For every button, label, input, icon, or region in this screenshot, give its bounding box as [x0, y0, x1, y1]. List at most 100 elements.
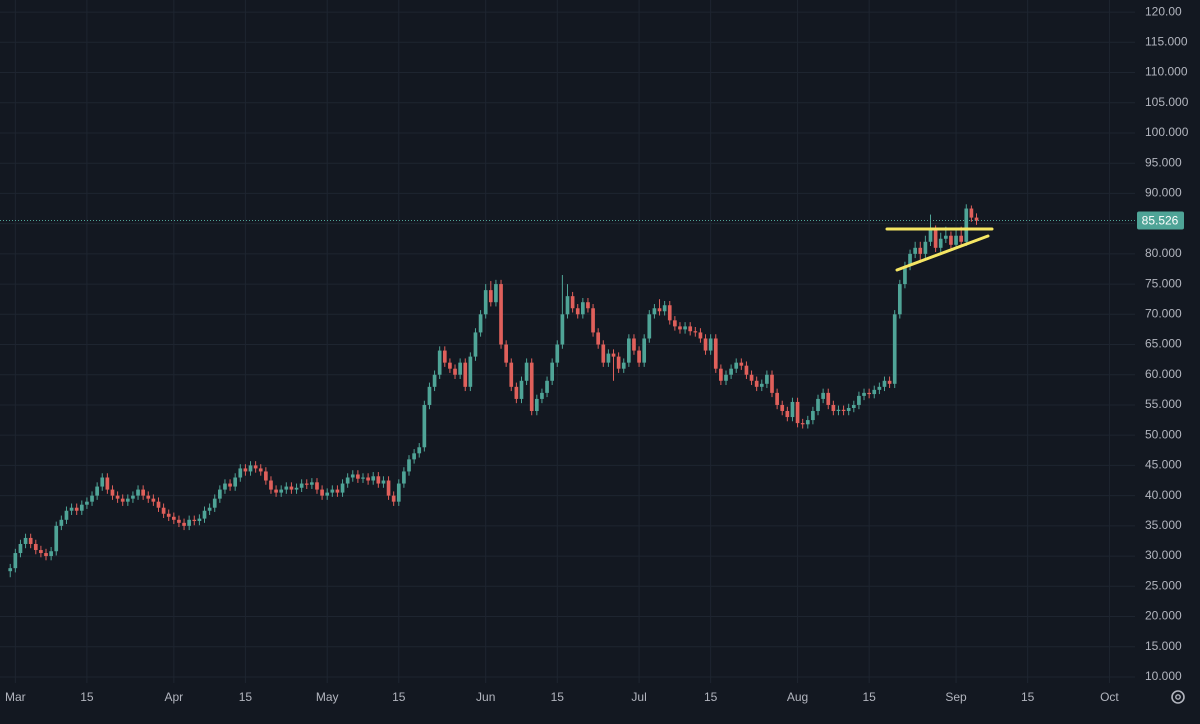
candle-body [386, 480, 391, 496]
candle-body [606, 353, 611, 363]
candle-body [59, 519, 64, 526]
candle-body [795, 401, 800, 424]
candle-body [422, 404, 427, 448]
candle-body [811, 411, 815, 421]
y-tick-label: 115.000 [1145, 34, 1188, 48]
x-tick-label: May [316, 690, 339, 704]
candle-body [13, 553, 18, 569]
candle-body [366, 477, 370, 481]
candle-body [897, 284, 902, 315]
candle-body [136, 489, 140, 496]
candle-body [442, 350, 447, 363]
candle-body [908, 253, 912, 266]
candle-body [775, 392, 779, 405]
y-tick-label: 80.000 [1145, 246, 1182, 260]
candle-body [949, 235, 953, 245]
candle-body [959, 235, 964, 242]
candle-body [228, 483, 232, 487]
candle-body [729, 368, 733, 375]
candle-body [79, 504, 84, 511]
candle-body [463, 362, 468, 387]
candle-body [151, 498, 156, 502]
candle-body [627, 338, 631, 363]
candle-body [611, 353, 616, 357]
candle-body [678, 326, 682, 330]
y-tick-label: 65.000 [1145, 337, 1182, 351]
candle-body [417, 447, 422, 454]
settings-icon[interactable] [1171, 690, 1185, 704]
candle-body [601, 344, 606, 363]
candle-body [744, 365, 749, 375]
candle-body [284, 486, 289, 490]
candle-body [483, 290, 488, 315]
candle-body [49, 551, 53, 557]
candle-body [831, 404, 836, 412]
candle-body [376, 476, 381, 484]
y-tick-label: 35.000 [1145, 518, 1182, 532]
candle-body [315, 482, 319, 490]
candle-body [657, 308, 662, 312]
candle-body [867, 392, 871, 395]
candle-body [529, 362, 534, 412]
candle-body [805, 420, 810, 425]
candle-body [335, 489, 340, 493]
candle-body [253, 465, 258, 469]
candle-body [289, 486, 294, 490]
candle-body [233, 477, 238, 487]
x-tick-label: Jun [476, 690, 495, 704]
annotations [885, 227, 994, 272]
candle-body [453, 368, 457, 375]
candle-body [882, 380, 887, 387]
x-tick-label: 15 [80, 690, 94, 704]
y-tick-label: 120.00 [1145, 4, 1182, 18]
candle-body [826, 392, 831, 405]
x-tick-label: 15 [862, 690, 876, 704]
candle-body [448, 362, 452, 369]
gear-inner [1175, 694, 1181, 700]
candle-body [857, 395, 861, 405]
candle-body [105, 477, 110, 490]
y-tick-label: 55.000 [1145, 397, 1182, 411]
candle-body [320, 489, 324, 496]
candle-body [887, 380, 892, 384]
candle-body [18, 543, 23, 554]
candle-body [212, 498, 217, 508]
candle-body [340, 483, 345, 493]
x-tick-label: 15 [1021, 690, 1035, 704]
candle-body [565, 296, 570, 315]
candle-body [381, 480, 386, 484]
candle-body [110, 489, 115, 496]
candle-body [734, 362, 739, 369]
candle-body [171, 516, 176, 520]
candle-body [202, 510, 207, 519]
candle-body [269, 480, 273, 490]
candle-body [131, 495, 135, 499]
candle-body [85, 501, 89, 505]
candle-body [724, 374, 728, 381]
candle-body [371, 476, 376, 481]
candle-body [361, 477, 365, 479]
candle-body [248, 465, 253, 472]
candle-body [279, 489, 284, 493]
candle-body [560, 314, 565, 345]
candle-body [841, 409, 846, 412]
y-tick-label: 10.000 [1145, 669, 1182, 683]
candle-body [969, 208, 974, 218]
candle-body [115, 495, 120, 499]
candle-body [872, 389, 877, 395]
candle-body [177, 519, 181, 523]
candle-body [933, 229, 938, 248]
candle-body [350, 474, 355, 478]
y-tick-label: 70.000 [1145, 306, 1182, 320]
candle-body [662, 305, 667, 312]
candle-body [207, 507, 212, 511]
candle-body [28, 537, 33, 544]
candle-body [749, 374, 754, 381]
candle-body [892, 314, 897, 384]
candle-body [44, 553, 48, 557]
candle-body [545, 380, 549, 393]
candle-body [238, 468, 243, 478]
candle-body [800, 423, 805, 425]
candle-body [954, 235, 958, 245]
candle-body [903, 265, 907, 285]
